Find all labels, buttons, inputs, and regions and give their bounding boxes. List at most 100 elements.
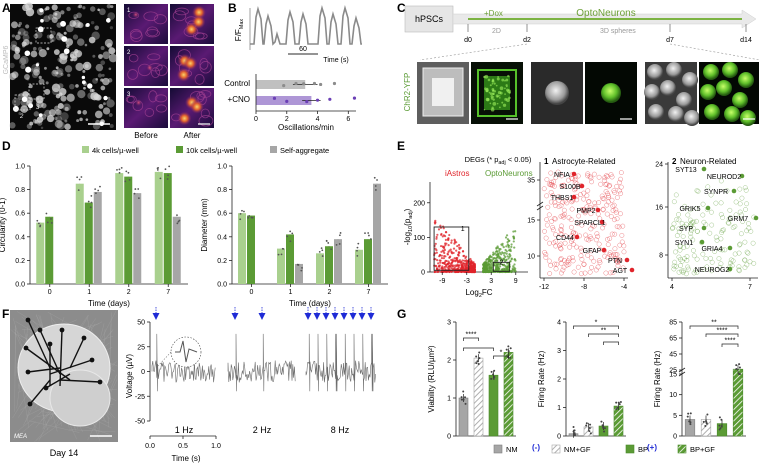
e-astro-point	[581, 190, 587, 196]
g-point	[509, 356, 512, 359]
e-astro-gene-label: THBS1	[551, 195, 574, 202]
e-astro-point	[580, 207, 586, 213]
g-point	[460, 396, 463, 399]
f-time-tick-label: 0.0	[145, 443, 155, 450]
e-volcano-point	[502, 263, 506, 266]
gcamp-cell	[94, 25, 99, 31]
e-astro-point	[589, 179, 595, 185]
e-astro-point	[589, 248, 594, 254]
e-volcano-point	[490, 256, 493, 259]
e-xlabel: Log2FC	[465, 288, 492, 299]
e-ylabel-part: (p	[403, 218, 412, 226]
f-y-tick-label: 0	[141, 369, 145, 376]
mea-fiber	[14, 325, 16, 412]
e-neuro-gene-label: SYNPR	[704, 189, 728, 196]
c-fluor-dot	[493, 90, 497, 93]
gcamp-cell	[55, 71, 59, 75]
g-point	[718, 416, 721, 419]
e-volcano-point	[461, 259, 464, 262]
e-volcano-point	[435, 237, 438, 240]
e-neuro-point	[732, 251, 738, 257]
e-astro-point	[600, 195, 606, 201]
gcamp-cell	[23, 38, 30, 46]
e-volcano-point	[438, 264, 441, 267]
e-astro-point	[582, 270, 588, 276]
e-astro-point	[588, 211, 594, 217]
e-neuro-point	[736, 250, 742, 256]
e-neuro-point	[718, 200, 724, 206]
g-y-tick-label: 5	[673, 413, 677, 420]
e-astro-point	[617, 179, 623, 185]
e-volcano-point	[455, 249, 458, 252]
d-point	[157, 166, 160, 169]
g-bar-bp	[488, 374, 499, 437]
gcamp-cell	[69, 83, 75, 90]
gcamp-cell	[102, 77, 110, 86]
d-bar	[133, 193, 142, 284]
e-neuro-point	[713, 200, 719, 206]
d-point	[89, 206, 92, 209]
gcamp-cell	[37, 120, 43, 126]
e-astro-point	[545, 204, 551, 210]
e-neuro-point	[684, 258, 690, 263]
g-point	[477, 363, 480, 366]
g-legend-label: BP+GF	[690, 445, 715, 454]
e-neuro-point	[709, 222, 715, 228]
e-neuro-point	[736, 264, 742, 270]
gcamp-cell	[75, 62, 84, 71]
g-point	[720, 425, 723, 428]
e-volcano-point	[492, 257, 495, 261]
e-neuro-point	[736, 267, 742, 273]
e-astro-point	[558, 227, 564, 232]
f-stim-arrow	[304, 313, 312, 320]
e-volcano-point	[483, 261, 486, 264]
e-volcano-point	[440, 254, 443, 257]
e-volcano-point	[439, 224, 442, 227]
e-neuro-gene-point	[701, 166, 707, 172]
mea-label: MEA	[14, 434, 27, 440]
e-volcano-point	[510, 243, 513, 246]
g-point	[689, 412, 692, 415]
e-astro-point	[600, 225, 606, 231]
e-astro-point	[598, 181, 604, 187]
e-volcano-point	[485, 261, 488, 264]
e-neuro-point	[690, 248, 696, 253]
g-sig-bracket	[705, 333, 739, 337]
e-astro-point	[556, 204, 562, 209]
e-volcano-point	[503, 254, 506, 257]
panel-f-letter: F	[2, 307, 9, 321]
e-neuro-point	[673, 192, 679, 198]
gcamp-bright-cell	[81, 75, 86, 80]
e-neuro-gene-label: SYN1	[675, 240, 693, 247]
e-volcano-point	[497, 253, 500, 256]
d-point	[176, 214, 178, 217]
e-astro-point	[589, 265, 595, 270]
gcamp-cell	[60, 95, 67, 102]
e-volcano-point	[495, 267, 498, 270]
e-volcano-point	[444, 268, 447, 271]
mea-fiber	[12, 421, 36, 441]
g-point	[735, 364, 738, 367]
e-astro-gene-point	[571, 194, 577, 200]
d-bar	[286, 234, 294, 284]
e-astro-gene-point	[571, 171, 577, 177]
e-volcano-point	[433, 221, 436, 224]
e-neuro-point	[677, 247, 683, 253]
b-point-cno	[272, 96, 277, 100]
y-tick-label: 0.6	[217, 211, 227, 218]
e-astro-gene-point	[579, 183, 585, 189]
gcamp-cell	[91, 88, 95, 92]
e-volcano-point	[464, 262, 467, 266]
gcamp-cell	[53, 49, 60, 55]
d-point	[116, 168, 118, 171]
e-astro-point	[560, 183, 566, 188]
gcamp-cell	[40, 126, 44, 130]
e-neuro-gene-point	[731, 188, 737, 194]
e-astro-point	[606, 183, 612, 189]
d-point	[289, 230, 292, 233]
e-volcano-point	[513, 269, 517, 272]
b-point-control	[312, 81, 317, 86]
